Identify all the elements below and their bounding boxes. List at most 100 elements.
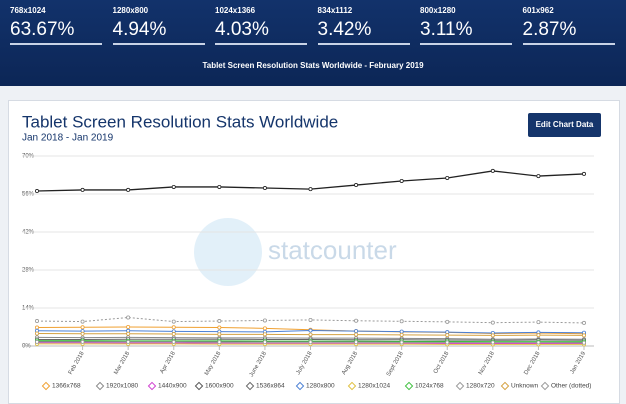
legend-label: 1536x864 bbox=[256, 383, 285, 390]
y-tick-label: 28% bbox=[22, 268, 35, 274]
point bbox=[35, 189, 40, 194]
edit-button[interactable]: Edit Chart Data bbox=[528, 113, 601, 137]
point bbox=[262, 326, 267, 331]
point bbox=[490, 168, 495, 173]
point bbox=[445, 175, 450, 180]
point bbox=[80, 319, 85, 324]
point bbox=[171, 184, 176, 189]
stat-label: 1280x800 bbox=[112, 6, 149, 15]
stat-value: 63.67% bbox=[10, 19, 102, 45]
legend-label: 1024x768 bbox=[415, 383, 444, 390]
point bbox=[126, 331, 131, 336]
x-tick-label: Dec 2018 bbox=[523, 350, 541, 376]
legend-label: 1920x1080 bbox=[106, 383, 139, 390]
y-tick-label: 56% bbox=[22, 192, 35, 198]
point bbox=[262, 318, 267, 323]
point bbox=[80, 339, 85, 344]
card: Edit Chart Data bbox=[8, 100, 620, 404]
stat-value: 2.87% bbox=[522, 19, 615, 45]
point bbox=[354, 318, 359, 323]
y-tick-label: 0% bbox=[22, 344, 31, 350]
point bbox=[354, 332, 359, 337]
point bbox=[35, 325, 40, 330]
chart-title: Tablet Screen Resolution Stats Worldwide bbox=[22, 112, 338, 131]
point bbox=[126, 339, 131, 344]
legend-marker bbox=[295, 381, 305, 391]
x-tick-label: July 2018 bbox=[296, 350, 314, 376]
point bbox=[171, 332, 176, 337]
point bbox=[354, 340, 359, 345]
point bbox=[35, 319, 40, 324]
stat: 601x962 2.87% bbox=[522, 6, 615, 45]
legend-label: Other (dotted) bbox=[551, 383, 591, 390]
point bbox=[217, 325, 222, 330]
point bbox=[308, 332, 313, 337]
legend-label: 1600x900 bbox=[205, 383, 234, 390]
stat-label: 1024x1366 bbox=[215, 6, 256, 15]
legend-label: 1280x720 bbox=[466, 383, 495, 390]
legend-marker bbox=[95, 381, 105, 391]
point bbox=[217, 319, 222, 324]
legend-label: 1366x768 bbox=[52, 383, 81, 390]
stat-label: 601x962 bbox=[522, 6, 554, 15]
point bbox=[490, 333, 495, 338]
point bbox=[171, 319, 176, 324]
point bbox=[35, 331, 40, 336]
legend-marker bbox=[245, 381, 255, 391]
stat-label: 800x1280 bbox=[420, 6, 456, 15]
point bbox=[445, 333, 450, 338]
point bbox=[217, 340, 222, 345]
point bbox=[582, 171, 587, 176]
legend-marker bbox=[404, 381, 414, 391]
point bbox=[536, 174, 541, 179]
point bbox=[354, 329, 359, 334]
point bbox=[308, 317, 313, 322]
point bbox=[308, 340, 313, 345]
x-tick-label: Feb 2018 bbox=[68, 350, 86, 376]
legend-marker bbox=[347, 381, 357, 391]
point bbox=[536, 333, 541, 338]
point bbox=[217, 332, 222, 337]
legend-label: 1280x800 bbox=[306, 383, 335, 390]
point bbox=[308, 328, 313, 333]
point bbox=[536, 320, 541, 325]
x-tick-label: Aug 2018 bbox=[341, 350, 359, 376]
point bbox=[399, 340, 404, 345]
point bbox=[80, 187, 85, 192]
point bbox=[126, 187, 131, 192]
stat-value: 4.94% bbox=[112, 19, 205, 45]
point bbox=[490, 340, 495, 345]
point bbox=[445, 319, 450, 324]
point bbox=[126, 315, 131, 320]
point bbox=[582, 320, 587, 325]
x-tick-label: Jan 2019 bbox=[570, 350, 588, 375]
legend-marker bbox=[194, 381, 204, 391]
stat: 1024x1366 4.03% bbox=[215, 6, 307, 45]
stat-label: 834x1112 bbox=[317, 6, 353, 15]
stat-value: 3.42% bbox=[317, 19, 410, 45]
point bbox=[399, 332, 404, 337]
point bbox=[80, 331, 85, 336]
x-tick-label: Nov 2018 bbox=[478, 350, 496, 376]
point bbox=[399, 319, 404, 324]
point bbox=[35, 339, 40, 344]
point bbox=[399, 329, 404, 334]
legend-marker bbox=[500, 381, 510, 391]
point bbox=[399, 178, 404, 183]
point bbox=[80, 325, 85, 330]
watermark-logo bbox=[194, 218, 262, 286]
point bbox=[445, 340, 450, 345]
x-tick-label: June 2018 bbox=[249, 350, 269, 378]
y-tick-label: 42% bbox=[22, 230, 35, 236]
legend-label: 1440x900 bbox=[158, 383, 187, 390]
legend-label: Unknown bbox=[511, 383, 538, 390]
point bbox=[262, 340, 267, 345]
watermark: statcounter bbox=[268, 235, 397, 265]
point bbox=[582, 340, 587, 345]
stat-label: 768x1024 bbox=[10, 6, 46, 15]
point bbox=[536, 340, 541, 345]
point bbox=[582, 333, 587, 338]
x-tick-label: Apr 2018 bbox=[159, 350, 177, 375]
x-tick-label: Sept 2018 bbox=[386, 350, 405, 377]
